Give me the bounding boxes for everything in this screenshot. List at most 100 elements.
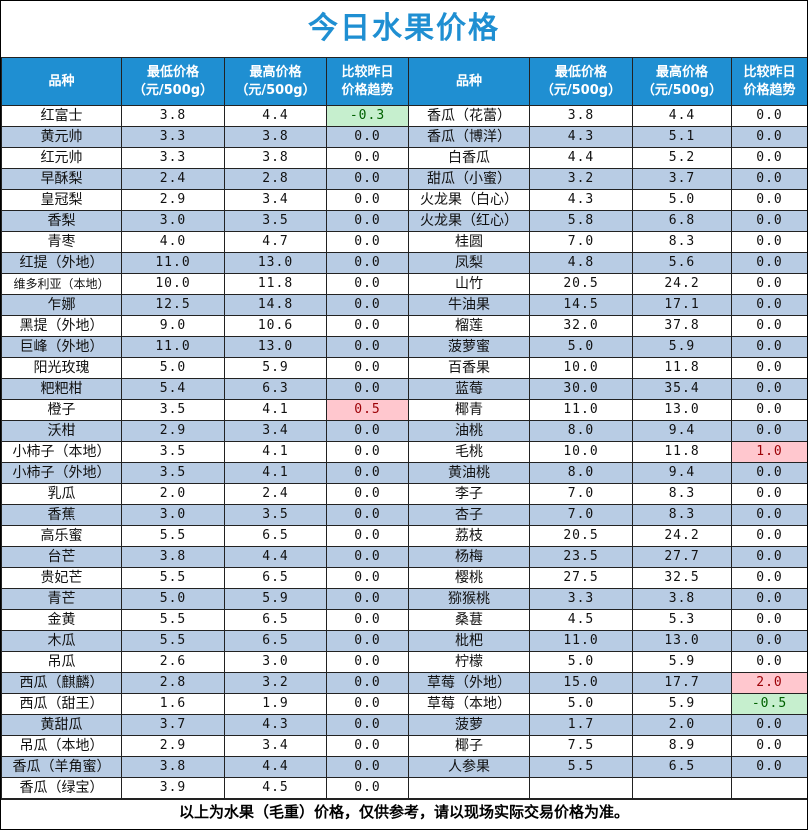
left-trend-cell: 0.0 — [326, 525, 409, 547]
left-high-price-cell: 6.5 — [224, 567, 327, 589]
right-fruit-name-cell: 猕猴桃 — [408, 588, 530, 610]
left-trend-cell: 0.0 — [326, 546, 409, 568]
table-row: 黑提（外地） 9.0 10.6 0.0 榴莲 32.0 37.8 0.0 — [1, 315, 807, 337]
right-low-price-cell: 15.0 — [529, 672, 633, 694]
right-fruit-name-cell: 火龙果（白心） — [408, 189, 530, 211]
price-table: 品种 最低价格 （元/500g） 最高价格 （元/500g） 比较昨日 价格趋势 品种… — [1, 57, 807, 799]
left-low-price-cell: 5.5 — [121, 567, 225, 589]
right-fruit-name-cell: 人参果 — [408, 756, 530, 778]
table-row: 青芒 5.0 5.9 0.0 猕猴桃 3.3 3.8 0.0 — [1, 588, 807, 610]
right-low-price-cell: 5.0 — [529, 693, 633, 715]
right-high-price-cell: 6.8 — [632, 210, 732, 232]
left-fruit-name-cell: 乳瓜 — [1, 483, 122, 505]
right-trend-cell: 0.0 — [731, 294, 807, 316]
left-trend-cell: 0.0 — [326, 693, 409, 715]
left-low-price-cell: 2.9 — [121, 420, 225, 442]
table-row: 橙子 3.5 4.1 0.5 椰青 11.0 13.0 0.0 — [1, 399, 807, 421]
table-row: 维多利亚（本地） 10.0 11.8 0.0 山竹 20.5 24.2 0.0 — [1, 273, 807, 295]
left-high-price-cell: 2.4 — [224, 483, 327, 505]
left-fruit-name-cell: 香梨 — [1, 210, 122, 232]
right-fruit-name-cell: 凤梨 — [408, 252, 530, 274]
left-high-price-cell: 5.9 — [224, 357, 327, 379]
right-high-price-cell: 5.1 — [632, 126, 732, 148]
right-low-price-cell — [529, 777, 633, 799]
right-trend-cell: 0.0 — [731, 567, 807, 589]
left-trend-cell: 0.0 — [326, 735, 409, 757]
left-fruit-name-cell: 阳光玫瑰 — [1, 357, 122, 379]
left-trend-cell: 0.0 — [326, 672, 409, 694]
table-row: 阳光玫瑰 5.0 5.9 0.0 百香果 10.0 11.8 0.0 — [1, 357, 807, 379]
left-low-price-cell: 5.4 — [121, 378, 225, 400]
right-trend-cell: 0.0 — [731, 504, 807, 526]
left-high-price-cell: 6.5 — [224, 630, 327, 652]
right-high-price-cell: 5.3 — [632, 609, 732, 631]
right-high-price-cell: 11.8 — [632, 441, 732, 463]
right-fruit-name-cell: 枇杷 — [408, 630, 530, 652]
left-high-price-cell: 3.8 — [224, 147, 327, 169]
right-fruit-name-cell: 黄油桃 — [408, 462, 530, 484]
left-high-price-cell: 11.8 — [224, 273, 327, 295]
left-high-price-cell: 4.5 — [224, 777, 327, 799]
left-trend-cell: 0.0 — [326, 630, 409, 652]
table-row: 木瓜 5.5 6.5 0.0 枇杷 11.0 13.0 0.0 — [1, 630, 807, 652]
right-fruit-name-cell: 山竹 — [408, 273, 530, 295]
left-low-price-cell: 3.0 — [121, 210, 225, 232]
left-fruit-name-cell: 维多利亚（本地） — [1, 273, 122, 295]
left-trend-cell: 0.0 — [326, 609, 409, 631]
right-fruit-name-cell: 李子 — [408, 483, 530, 505]
left-trend-cell: 0.0 — [326, 714, 409, 736]
right-trend-cell: 0.0 — [731, 651, 807, 673]
left-trend-cell: 0.0 — [326, 483, 409, 505]
left-trend-cell: 0.0 — [326, 273, 409, 295]
left-low-price-cell: 2.0 — [121, 483, 225, 505]
left-high-price-cell: 5.9 — [224, 588, 327, 610]
table-row: 香蕉 3.0 3.5 0.0 杏子 7.0 8.3 0.0 — [1, 504, 807, 526]
left-fruit-name-cell: 青芒 — [1, 588, 122, 610]
right-trend-cell: 0.0 — [731, 525, 807, 547]
right-trend-cell: 0.0 — [731, 147, 807, 169]
right-trend-cell: 0.0 — [731, 483, 807, 505]
right-high-price-cell: 8.3 — [632, 483, 732, 505]
table-row: 小柿子（外地） 3.5 4.1 0.0 黄油桃 8.0 9.4 0.0 — [1, 462, 807, 484]
right-high-price-cell: 24.2 — [632, 525, 732, 547]
left-trend-cell: 0.0 — [326, 378, 409, 400]
left-high-price-cell: 3.0 — [224, 651, 327, 673]
left-trend-cell: 0.0 — [326, 189, 409, 211]
left-fruit-name-cell: 皇冠梨 — [1, 189, 122, 211]
right-high-price-cell: 9.4 — [632, 462, 732, 484]
left-high-price-cell: 4.1 — [224, 462, 327, 484]
left-fruit-name-cell: 青枣 — [1, 231, 122, 253]
right-trend-cell: 0.0 — [731, 609, 807, 631]
left-trend-cell: 0.0 — [326, 336, 409, 358]
left-low-price-cell: 5.5 — [121, 525, 225, 547]
right-low-price-cell: 8.0 — [529, 420, 633, 442]
left-fruit-name-cell: 吊瓜 — [1, 651, 122, 673]
right-trend-cell: 0.0 — [731, 420, 807, 442]
right-high-price-cell: 5.6 — [632, 252, 732, 274]
right-low-price-cell: 5.0 — [529, 651, 633, 673]
left-fruit-name-cell: 贵妃芒 — [1, 567, 122, 589]
left-trend-cell: 0.0 — [326, 588, 409, 610]
col-header-high-left: 最高价格 （元/500g） — [224, 57, 327, 106]
right-fruit-name-cell: 油桃 — [408, 420, 530, 442]
right-low-price-cell: 7.5 — [529, 735, 633, 757]
table-row: 粑粑柑 5.4 6.3 0.0 蓝莓 30.0 35.4 0.0 — [1, 378, 807, 400]
right-fruit-name-cell — [408, 777, 530, 799]
right-high-price-cell: 27.7 — [632, 546, 732, 568]
right-trend-cell: 0.0 — [731, 126, 807, 148]
right-low-price-cell: 4.5 — [529, 609, 633, 631]
left-low-price-cell: 5.0 — [121, 588, 225, 610]
table-row: 黄甜瓜 3.7 4.3 0.0 菠萝 1.7 2.0 0.0 — [1, 714, 807, 736]
right-fruit-name-cell: 白香瓜 — [408, 147, 530, 169]
right-fruit-name-cell: 草莓（外地） — [408, 672, 530, 694]
right-high-price-cell: 8.3 — [632, 231, 732, 253]
left-trend-cell: 0.0 — [326, 147, 409, 169]
left-trend-cell: 0.0 — [326, 777, 409, 799]
left-high-price-cell: 6.3 — [224, 378, 327, 400]
right-trend-cell: 0.0 — [731, 231, 807, 253]
left-low-price-cell: 3.9 — [121, 777, 225, 799]
right-high-price-cell: 11.8 — [632, 357, 732, 379]
right-fruit-name-cell: 椰青 — [408, 399, 530, 421]
table-row: 青枣 4.0 4.7 0.0 桂圆 7.0 8.3 0.0 — [1, 231, 807, 253]
table-row: 乳瓜 2.0 2.4 0.0 李子 7.0 8.3 0.0 — [1, 483, 807, 505]
